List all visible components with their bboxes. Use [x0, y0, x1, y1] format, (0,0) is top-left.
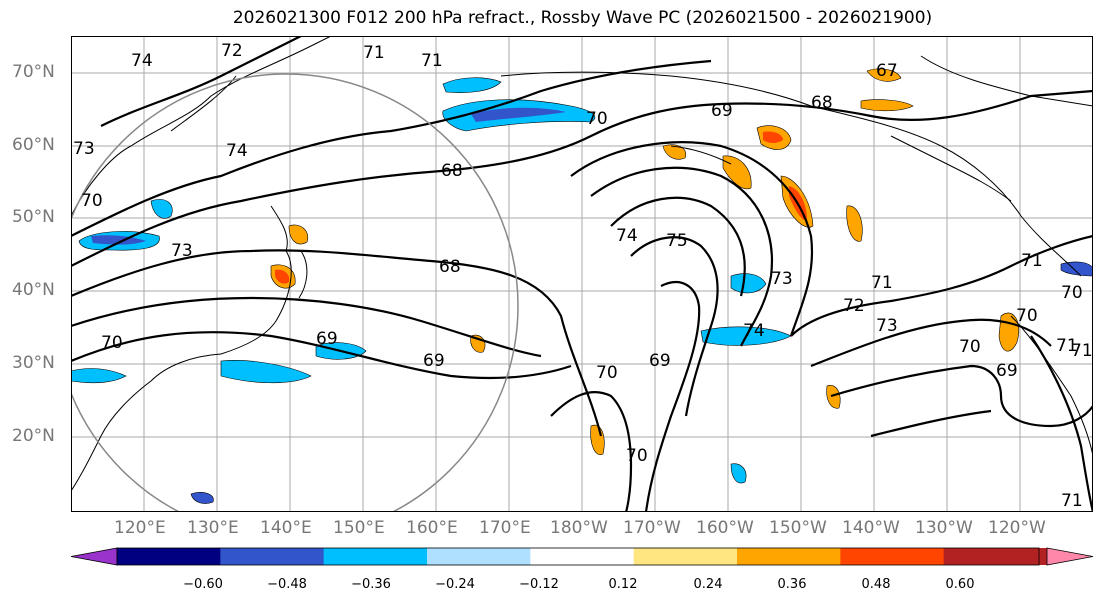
lon-label: 130°W — [915, 518, 973, 538]
lon-label: 170°E — [479, 518, 531, 538]
lat-label: 70°N — [12, 62, 55, 82]
contour-label: 72 — [221, 41, 243, 61]
contour-label: 70 — [586, 109, 608, 129]
contour-label: 71 — [871, 273, 893, 293]
colorbar-tick: 0.36 — [777, 577, 807, 592]
colorbar-bin — [117, 548, 221, 565]
contour-label: 74 — [226, 141, 248, 161]
lat-label: 40°N — [12, 280, 55, 300]
colorbar-tick: −0.60 — [183, 577, 223, 592]
lat-label: 60°N — [12, 135, 55, 155]
lon-label: 130°E — [187, 518, 239, 538]
lat-label: 50°N — [12, 207, 55, 227]
colorbar-bin — [530, 548, 635, 565]
lon-label: 140°E — [260, 518, 312, 538]
contour-label: 68 — [439, 257, 461, 277]
contour-label: 69 — [711, 101, 733, 121]
colorbar-bin — [633, 548, 738, 565]
colorbar-tick: 0.60 — [945, 577, 975, 592]
lon-label: 160°E — [406, 518, 458, 538]
contour-label: 74 — [616, 226, 638, 246]
lon-label: 140°W — [842, 518, 900, 538]
colorbar-tick: −0.12 — [519, 577, 559, 592]
contour-label: 73 — [73, 139, 95, 159]
contour-label: 72 — [843, 296, 865, 316]
contour-label: 71 — [1056, 336, 1078, 356]
region-circle — [71, 73, 519, 512]
lon-label: 120°W — [988, 518, 1046, 538]
colorbar-tick: 0.24 — [693, 577, 723, 592]
map-panel: 74 72 71 73 74 70 69 68 67 68 73 70 69 6… — [71, 36, 1093, 512]
contour-label: 71 — [1061, 491, 1083, 511]
colorbar-tick: −0.24 — [435, 577, 475, 592]
contour-label: 68 — [441, 161, 463, 181]
map-title: 2026021300 F012 200 hPa refract., Rossby… — [232, 8, 933, 28]
colorbar-extend-high — [1046, 547, 1094, 566]
colorbar-bin — [737, 548, 841, 565]
lon-label: 160°W — [696, 518, 754, 538]
contour-label: 69 — [423, 351, 445, 371]
contour-label: 71 — [1071, 341, 1093, 361]
lat-label: 20°N — [12, 426, 55, 446]
colorbar-bin — [427, 548, 531, 565]
contour-label: 73 — [771, 269, 793, 289]
contour-label: 70 — [626, 446, 648, 466]
contour-label: 68 — [811, 93, 833, 113]
height-contours — [71, 36, 1093, 512]
contour-label: 71 — [1021, 251, 1043, 271]
contour-label: 70 — [596, 363, 618, 383]
contour-label: 69 — [316, 329, 338, 349]
contour-label: 70 — [81, 191, 103, 211]
contour-label: 70 — [959, 337, 981, 357]
lon-label: 120°E — [114, 518, 166, 538]
contour-label: 75 — [666, 231, 688, 251]
colorbar-bin — [323, 548, 428, 565]
contour-label: 73 — [171, 241, 193, 261]
contour-label: 73 — [876, 316, 898, 336]
colorbar-bin — [220, 548, 325, 565]
contour-label: 71 — [363, 43, 385, 63]
contour-label: 74 — [131, 51, 153, 71]
colorbar-extend-low — [70, 547, 118, 566]
contour-label: 71 — [421, 51, 443, 71]
colorbar-bin — [943, 548, 1048, 565]
gridlines — [71, 36, 1093, 512]
contour-label: 67 — [876, 61, 898, 81]
lat-label: 30°N — [12, 353, 55, 373]
contour-label-group: 74 72 71 73 74 70 69 68 67 68 73 70 69 6… — [73, 41, 1093, 511]
colorbar-bin — [840, 548, 945, 565]
contour-label: 69 — [996, 361, 1018, 381]
lon-label: 180°W — [550, 518, 608, 538]
contour-label: 70 — [1061, 283, 1083, 303]
colorbar-tick: −0.48 — [267, 577, 307, 592]
lon-label: 150°W — [769, 518, 827, 538]
contour-label: 70 — [1016, 306, 1038, 326]
lon-label: 170°W — [623, 518, 681, 538]
colorbar-tick: −0.36 — [351, 577, 391, 592]
contour-label: 70 — [101, 333, 123, 353]
coastlines — [71, 36, 1093, 492]
contour-label: 74 — [743, 321, 765, 341]
contour-label: 69 — [649, 351, 671, 371]
colorbar-tick: 0.12 — [608, 577, 638, 592]
lon-label: 150°E — [333, 518, 385, 538]
colorbar-tick: 0.48 — [861, 577, 891, 592]
